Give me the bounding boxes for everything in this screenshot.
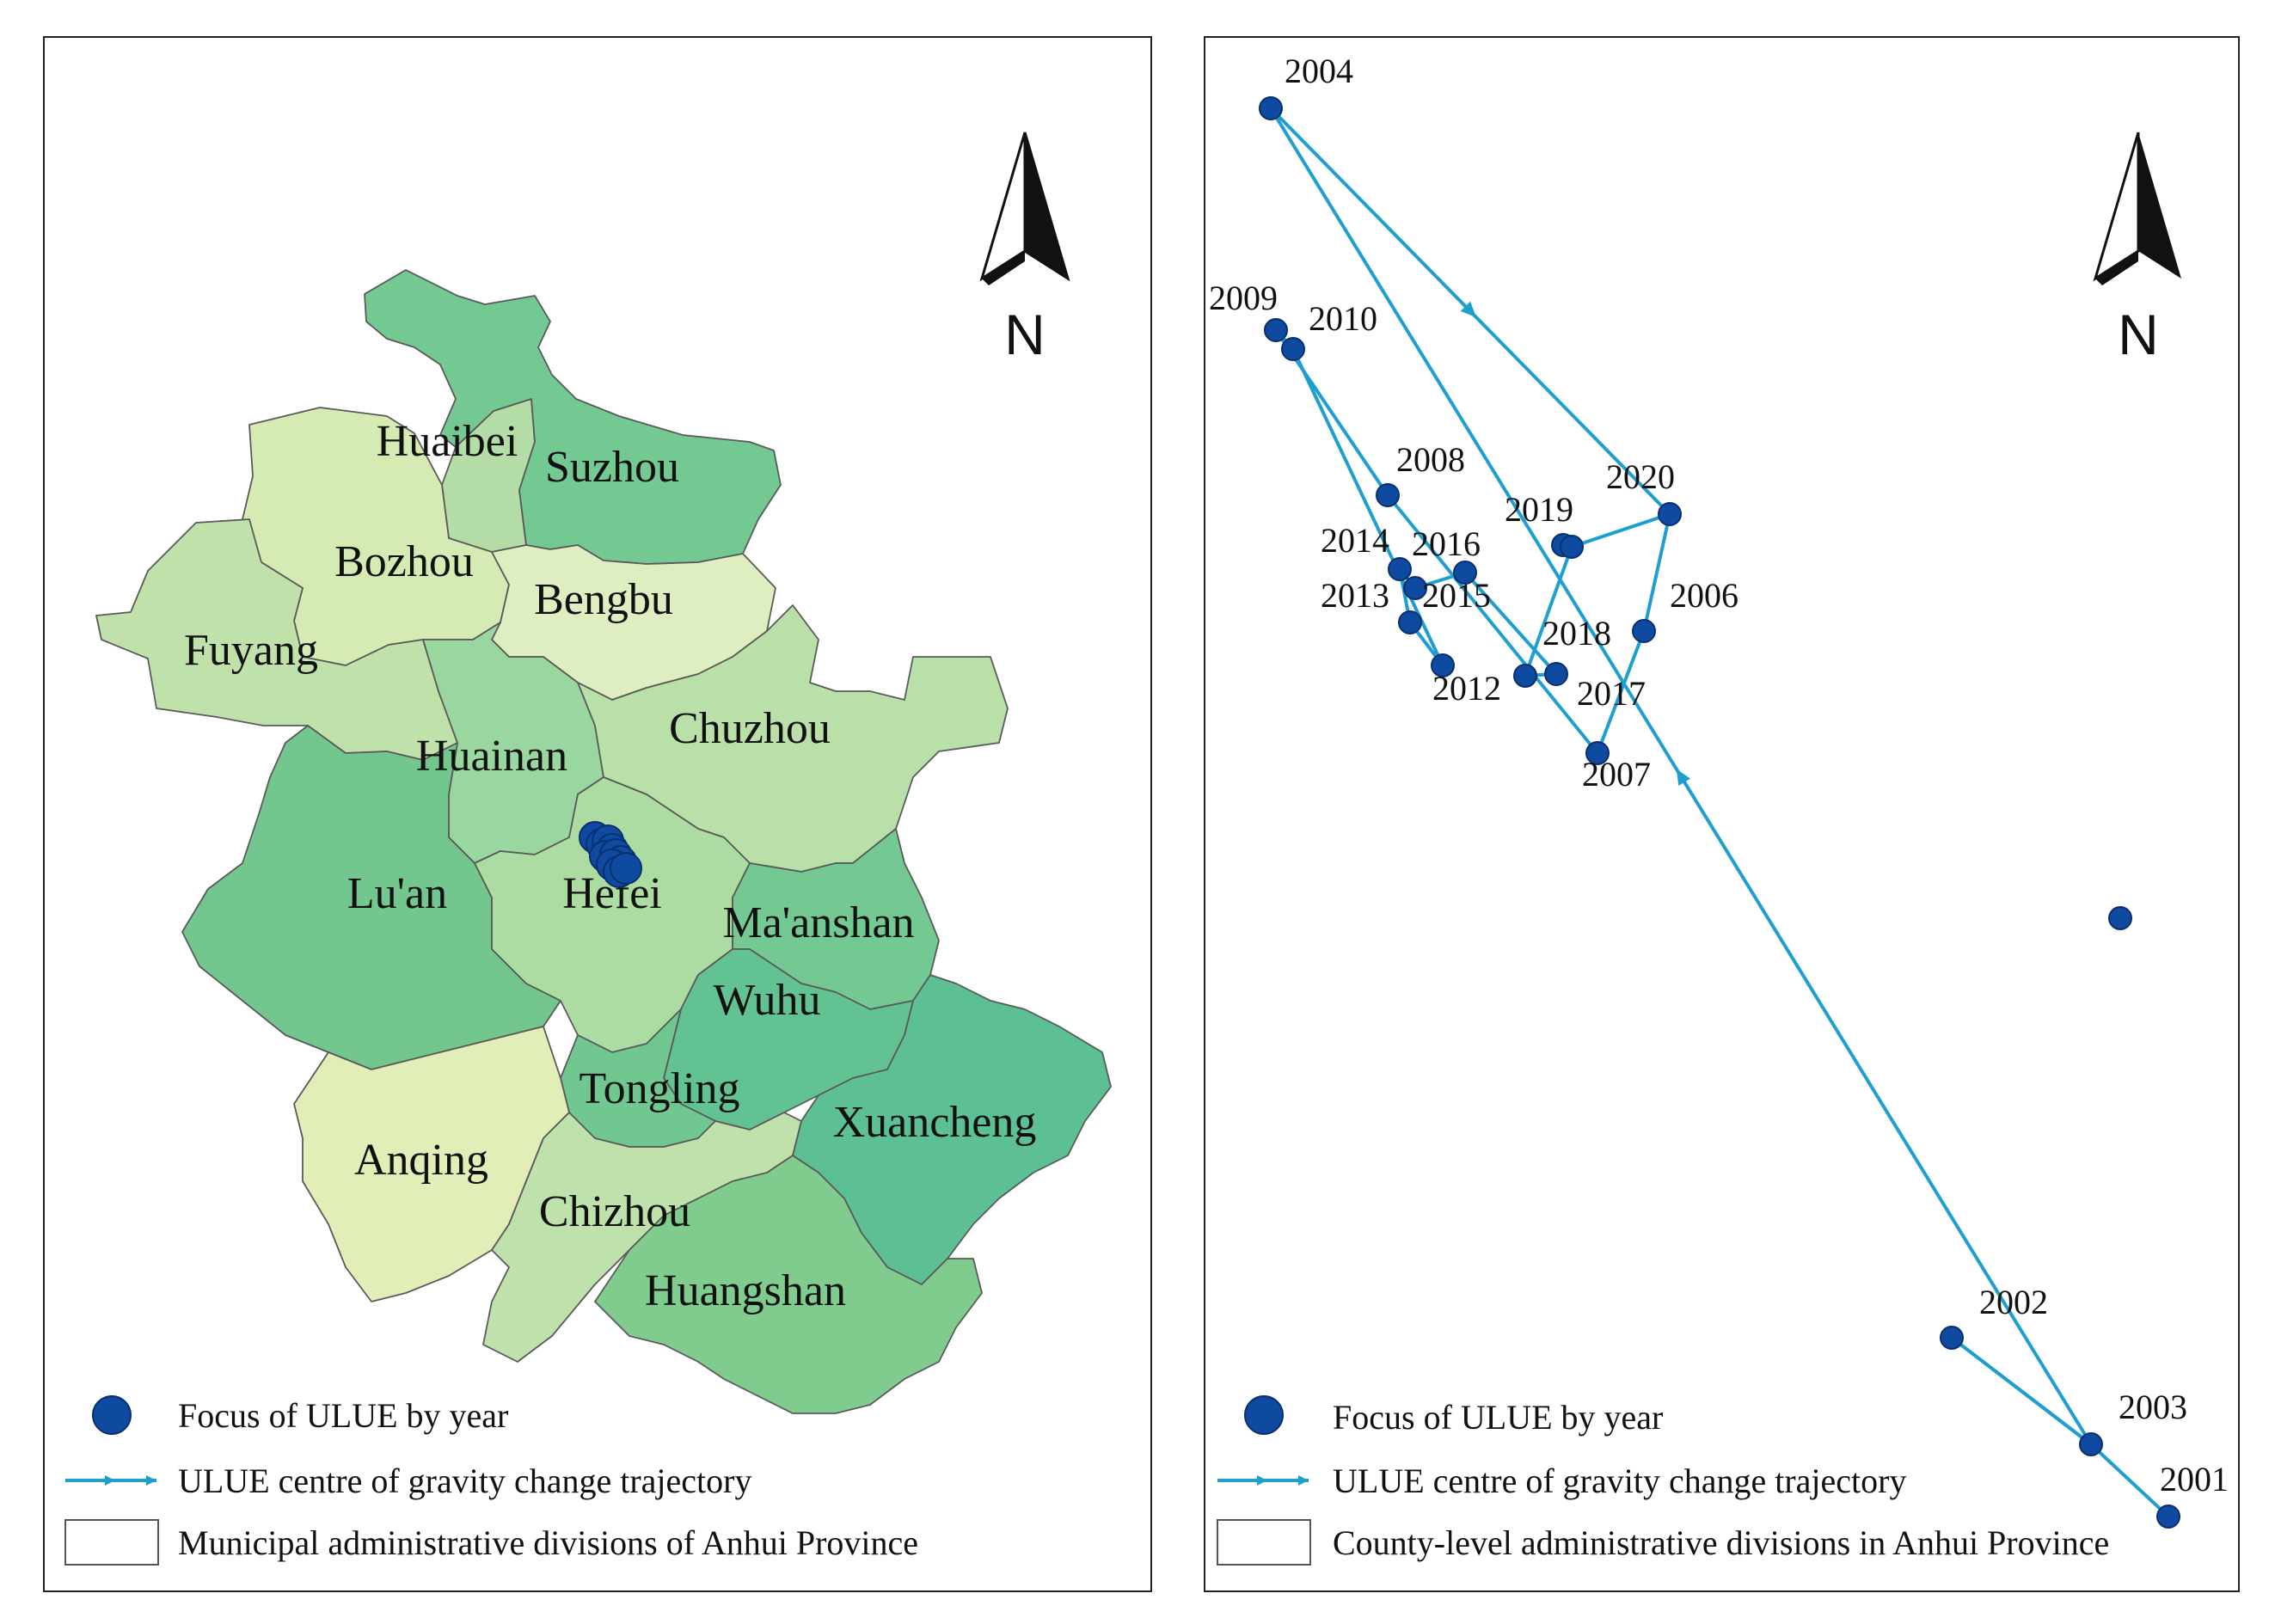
- city-regions: [95, 269, 1112, 1414]
- legend-divisions-swatch: [64, 1519, 159, 1566]
- city-label-fuyang: Fuyang: [184, 626, 318, 675]
- trajectory-segment: [2089, 1443, 2170, 1518]
- focus-point-2018: [1513, 664, 1537, 688]
- focus-point-2020: [1658, 502, 1682, 526]
- city-label-huainan: Huainan: [416, 732, 567, 781]
- focus-point-2005: [2108, 906, 2132, 930]
- north-label: N: [1004, 303, 1046, 366]
- trajectory-segment: [1571, 512, 1671, 548]
- year-label-2016: 2016: [1412, 524, 1481, 563]
- trajectory-map-panel: 2001 2002 2003 2004 2006 2007 2008 2009 2010 2012…: [1204, 36, 2240, 1592]
- focus-point-2007: [1585, 741, 1610, 765]
- region-huangshan: [594, 1155, 983, 1414]
- north-arrow-icon-shadow: [1025, 132, 1068, 279]
- focus-point-2019: [1560, 535, 1584, 559]
- year-label-2014: 2014: [1321, 521, 1389, 560]
- trajectory-arrow-icon: [1460, 301, 1477, 318]
- year-label-2006: 2006: [1670, 576, 1738, 615]
- trajectory-segment: [1291, 348, 1444, 666]
- legend: Focus of ULUE by year ULUE centre of gra…: [64, 1395, 918, 1566]
- focus-point-2012: [1431, 653, 1455, 677]
- trajectory-map: 2001 2002 2003 2004 2006 2007 2008 2009 2010 2012…: [1209, 52, 2229, 1566]
- year-label-2004: 2004: [1285, 52, 1353, 90]
- focus-point-2013: [1398, 610, 1422, 634]
- legend-trajectory-label: ULUE centre of gravity change trajectory: [178, 1462, 751, 1500]
- city-label-anqing: Anqing: [354, 1136, 488, 1185]
- legend-focus-icon: [1244, 1395, 1284, 1435]
- legend-focus-icon: [92, 1395, 132, 1435]
- trajectory-segment: [1950, 1336, 2093, 1446]
- legend-divisions-swatch: [1217, 1519, 1311, 1566]
- legend-trajectory-label: ULUE centre of gravity change trajectory: [1333, 1462, 1906, 1500]
- trajectory-segment: [1596, 630, 1646, 754]
- year-label-2007: 2007: [1582, 755, 1651, 794]
- hefei-focus-cluster: [579, 821, 642, 888]
- focus-point-2003: [2079, 1432, 2103, 1456]
- focus-point-2016: [1453, 561, 1477, 585]
- yearly-focus-points: 2001 2002 2003 2004 2006 2007 2008 2009 2010 2012…: [1209, 52, 2229, 1529]
- trajectory-segment: [1386, 493, 1599, 755]
- city-label-chizhou: Chizhou: [539, 1187, 690, 1236]
- focus-point-2004: [1259, 96, 1283, 120]
- year-label-2019: 2019: [1505, 490, 1573, 529]
- year-label-2002: 2002: [1979, 1283, 2048, 1321]
- year-label-2001: 2001: [2160, 1460, 2229, 1498]
- year-label-2017: 2017: [1577, 674, 1646, 713]
- trajectory-segment: [1642, 513, 1671, 632]
- city-label-chuzhou: Chuzhou: [669, 704, 831, 753]
- year-label-2010: 2010: [1309, 299, 1377, 338]
- focus-point-2008: [1376, 483, 1400, 507]
- north-arrow: N: [2093, 132, 2181, 366]
- city-label-ma-anshan: Ma'anshan: [722, 898, 914, 947]
- legend-trajectory-icon: [65, 1475, 156, 1486]
- focus-point-2001: [2156, 1504, 2180, 1529]
- city-label-huaibei: Huaibei: [377, 417, 518, 466]
- trajectory-segment: [1524, 546, 1573, 677]
- focus-point-2002: [1940, 1326, 1964, 1350]
- north-arrow-icon-base: [2095, 251, 2138, 285]
- focus-point-2014: [1388, 557, 1412, 581]
- year-label-2012: 2012: [1432, 669, 1501, 708]
- focus-point-2009: [1264, 318, 1288, 342]
- focus-point-2017: [1544, 662, 1568, 686]
- city-label-wuhu: Wuhu: [714, 976, 821, 1025]
- legend-divisions-label: County-level administrative divisions in…: [1333, 1523, 2109, 1562]
- year-label-2013: 2013: [1321, 576, 1389, 615]
- city-label-bengbu: Bengbu: [534, 575, 673, 624]
- municipal-map-panel: Huaibei Suzhou Bozhou Bengbu Fuyang Huainan Ch…: [43, 36, 1152, 1592]
- legend-trajectory-icon: [1217, 1475, 1309, 1486]
- city-label-lu-an: Lu'an: [347, 869, 447, 918]
- city-label-tongling: Tongling: [579, 1064, 739, 1113]
- trajectory-segment: [1463, 571, 1558, 676]
- city-label-xuancheng: Xuancheng: [833, 1098, 1037, 1147]
- year-label-2020: 2020: [1606, 457, 1675, 496]
- year-label-2003: 2003: [2119, 1388, 2187, 1426]
- year-label-2008: 2008: [1396, 440, 1465, 479]
- year-label-2018: 2018: [1542, 614, 1611, 653]
- north-arrow-icon-base: [982, 251, 1025, 285]
- trajectory-arrow-icon: [1676, 769, 1691, 787]
- legend-focus-label: Focus of ULUE by year: [178, 1396, 508, 1435]
- focus-point-2015: [1403, 576, 1427, 600]
- legend-divisions-label: Municipal administrative divisions of An…: [178, 1523, 918, 1562]
- north-label: N: [2118, 303, 2159, 366]
- legend-focus-label: Focus of ULUE by year: [1333, 1398, 1663, 1437]
- municipal-map: Huaibei Suzhou Bozhou Bengbu Fuyang Huainan Ch…: [64, 132, 1112, 1566]
- focus-point: [610, 852, 642, 885]
- focus-point-2010: [1281, 337, 1305, 361]
- region-xuancheng: [792, 974, 1112, 1285]
- legend: Focus of ULUE by year ULUE centre of gra…: [1217, 1395, 2109, 1566]
- year-label-2015: 2015: [1422, 576, 1491, 615]
- north-arrow-icon-shadow: [2138, 132, 2181, 279]
- city-label-suzhou: Suzhou: [545, 443, 679, 492]
- city-label-huangshan: Huangshan: [645, 1266, 846, 1315]
- north-arrow: N: [979, 132, 1070, 366]
- city-labels: Huaibei Suzhou Bozhou Bengbu Fuyang Huainan Ch…: [184, 417, 1036, 1315]
- city-label-bozhou: Bozhou: [334, 537, 474, 586]
- year-label-2009: 2009: [1209, 279, 1278, 317]
- focus-point-2006: [1632, 619, 1656, 643]
